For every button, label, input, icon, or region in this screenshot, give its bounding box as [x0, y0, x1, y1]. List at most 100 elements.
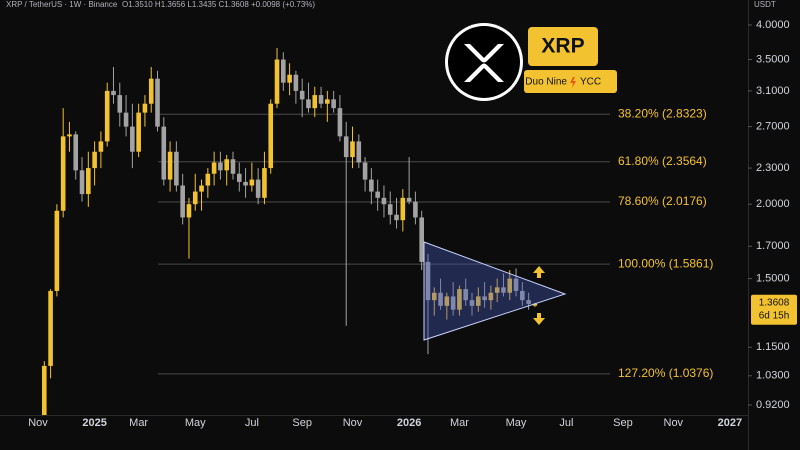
- candle-body: [469, 300, 475, 306]
- fib-label: 38.20% (2.8323): [618, 106, 707, 120]
- y-tick-label: 1.0300: [756, 370, 790, 382]
- candle-body: [123, 112, 129, 127]
- candle-body: [211, 162, 217, 174]
- candle-body: [293, 74, 299, 91]
- candle-body: [356, 141, 362, 163]
- fib-label: 127.20% (1.0376): [618, 366, 713, 380]
- candle-body: [306, 99, 311, 109]
- currency: USDT: [754, 0, 776, 9]
- y-tick-label: 1.5000: [756, 272, 790, 284]
- y-tick-label: 2.7000: [756, 121, 790, 133]
- triangle-pattern: [423, 241, 567, 341]
- candle-body: [457, 289, 462, 310]
- y-tick-label: 3.1000: [756, 85, 790, 97]
- candle-body: [318, 95, 324, 104]
- candle-body: [174, 151, 179, 186]
- candle-body: [155, 78, 160, 127]
- fib-label: 100.00% (1.5861): [618, 256, 713, 270]
- candle-body: [262, 168, 267, 198]
- y-tick-label: 3.5000: [756, 53, 790, 65]
- candle-body: [513, 278, 519, 291]
- candle-body: [41, 365, 47, 415]
- candle-body: [249, 179, 255, 186]
- candle-body: [406, 197, 412, 202]
- candle-body: [130, 126, 135, 152]
- candle-body: [482, 296, 487, 301]
- candle-body: [387, 204, 393, 215]
- candle-body: [532, 303, 538, 306]
- candle-body: [350, 141, 355, 158]
- candle-body: [507, 278, 513, 293]
- candle-body: [287, 74, 292, 83]
- y-tick-label: 0.9200: [756, 399, 790, 411]
- candle-body: [362, 162, 368, 180]
- x-tick-label: 2027: [718, 417, 742, 429]
- candle-body: [136, 112, 141, 152]
- x-tick-label: Jul: [559, 417, 573, 429]
- y-tick-label: 4.0000: [756, 19, 790, 31]
- x-tick-label: Sep: [292, 417, 312, 429]
- candle-body: [255, 179, 261, 198]
- candle-body: [92, 151, 97, 169]
- badge: [524, 70, 617, 93]
- candle-body: [394, 214, 399, 221]
- badge-left: Duo Nine: [525, 77, 567, 88]
- candle-body: [111, 90, 116, 96]
- candle-body: [375, 191, 380, 198]
- candle-body: [236, 173, 242, 182]
- countdown: 6d 15h: [759, 310, 790, 321]
- axes: 4.0000 3.5000 3.1000 2.7000 2.3000 2.0000 1.70…: [28, 19, 797, 429]
- candle-body: [67, 134, 72, 137]
- candles: [41, 47, 538, 415]
- fib-label: 61.80% (2.3564): [618, 154, 707, 168]
- candle-body: [281, 59, 286, 83]
- ohlc: O1.3510 H1.3656 L1.3435 C1.3608 +0.0098 …: [122, 0, 315, 9]
- fib-label: 78.60% (2.0176): [618, 194, 707, 208]
- candle-body: [60, 136, 66, 211]
- candle-body: [230, 159, 236, 174]
- x-tick-label: Nov: [664, 417, 684, 429]
- badge: [528, 27, 598, 66]
- candle-body: [54, 210, 60, 291]
- candle-body: [148, 78, 154, 104]
- candle-body: [425, 261, 431, 301]
- symbol: XRP / TetherUS · 1W · Binance: [6, 0, 118, 9]
- candle-body: [488, 292, 494, 301]
- candle-body: [400, 197, 406, 221]
- x-tick-label: May: [506, 417, 527, 429]
- x-tick-label: Mar: [450, 417, 469, 429]
- badge-title: XRP: [541, 35, 584, 58]
- candle-body: [369, 179, 374, 192]
- candle-body: [104, 90, 110, 142]
- candle-body: [243, 181, 248, 186]
- x-tick-label: Nov: [28, 417, 48, 429]
- candle-body: [494, 287, 500, 293]
- candle-body: [413, 201, 418, 218]
- candle-body: [299, 90, 305, 100]
- x-tick-label: 2026: [397, 417, 421, 429]
- badge-icon: [570, 77, 576, 88]
- x-tick-label: May: [185, 417, 206, 429]
- x-tick-label: Nov: [343, 417, 363, 429]
- x-tick-label: Jul: [245, 417, 259, 429]
- candle-body: [325, 99, 330, 104]
- last-price-box: [751, 294, 797, 325]
- candle-body: [142, 103, 148, 113]
- candle-body: [463, 289, 469, 301]
- candle-body: [224, 159, 229, 171]
- candle-body: [167, 151, 173, 180]
- last-price-label: 1.3608: [759, 297, 790, 308]
- candle-body: [98, 141, 104, 152]
- y-tick-label: 1.7000: [756, 240, 790, 252]
- candle-body: [73, 134, 79, 171]
- candle-body: [312, 95, 318, 109]
- y-tick-label: 2.3000: [756, 162, 790, 174]
- candle-body: [419, 217, 424, 262]
- candle-body: [180, 185, 185, 218]
- candle-body: [86, 168, 91, 195]
- candle-body: [501, 287, 506, 293]
- candle-body: [450, 296, 456, 310]
- y-tick-label: 1.1500: [756, 341, 790, 353]
